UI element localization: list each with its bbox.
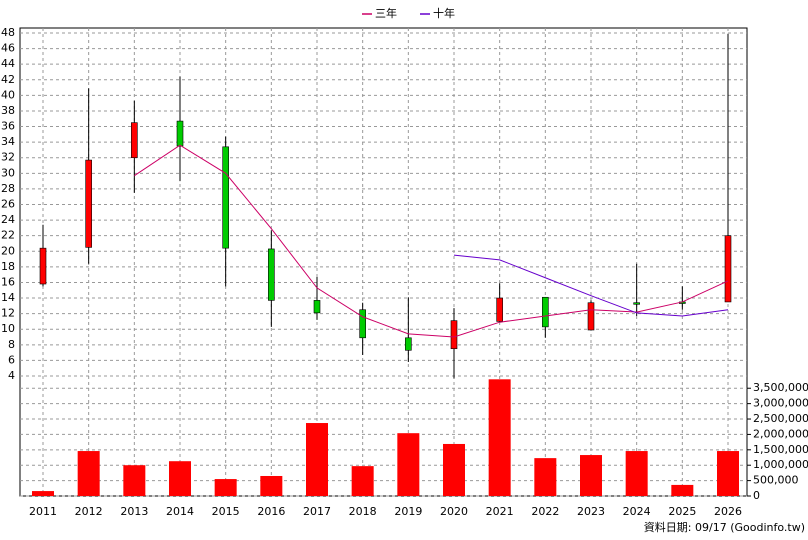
volume-bar <box>32 491 54 496</box>
legend-label: 三年 <box>375 6 397 20</box>
y-tick-label: 6 <box>8 353 15 366</box>
x-tick-label: 2011 <box>29 505 57 518</box>
candle-body <box>450 320 458 350</box>
candle-body <box>359 309 366 339</box>
volume-bar <box>443 443 465 496</box>
candle-body <box>633 302 640 305</box>
y-tick-label: 24 <box>1 213 15 226</box>
plot-frame <box>19 27 748 497</box>
ma-line <box>453 254 729 317</box>
y-tick-label: 46 <box>1 42 15 55</box>
y-tick-label: 42 <box>1 73 15 86</box>
volume-bar <box>625 451 648 496</box>
volume-bar <box>123 465 146 496</box>
candle-body <box>268 248 275 301</box>
footnote: 資料日期: 09/17 (Goodinfo.tw) <box>644 520 805 534</box>
ma-line <box>134 144 729 338</box>
candle-body <box>131 122 138 159</box>
y-tick-label: 34 <box>1 135 15 148</box>
y-tick-label: 4 <box>8 369 15 382</box>
y-tick-label: 18 <box>1 260 15 273</box>
x-tick-label: 2016 <box>257 505 285 518</box>
x-tick-label: 2013 <box>120 505 148 518</box>
y-tick-label: 20 <box>1 244 15 257</box>
volume-bar <box>260 475 283 496</box>
volume-bar <box>717 451 739 496</box>
volume-bar <box>534 458 557 496</box>
y-tick-label: 38 <box>1 104 15 117</box>
y2-tick-label: 1,500,000 <box>753 443 808 456</box>
volume-bar <box>169 461 191 496</box>
candle-body <box>313 300 321 314</box>
x-tick-label: 2014 <box>166 505 194 518</box>
y-tick-label: 26 <box>1 198 15 211</box>
volume-bar <box>580 455 602 496</box>
y-tick-label: 40 <box>1 88 15 101</box>
x-tick-label: 2012 <box>75 505 103 518</box>
volume-bar <box>671 484 694 496</box>
volume-bar <box>214 479 237 496</box>
volume-bar <box>488 379 511 496</box>
x-tick-label: 2017 <box>303 505 331 518</box>
y-tick-label: 14 <box>1 291 15 304</box>
volume-bar <box>397 433 420 496</box>
candle-body <box>542 296 549 328</box>
x-tick-label: 2026 <box>714 505 742 518</box>
y-tick-label: 48 <box>1 26 15 39</box>
candle-body <box>85 159 92 248</box>
x-tick-label: 2019 <box>394 505 422 518</box>
y2-tick-label: 500,000 <box>753 474 799 487</box>
y-tick-label: 36 <box>1 120 15 133</box>
candle-body <box>587 302 595 331</box>
y2-tick-label: 3,000,000 <box>753 397 808 410</box>
volume-bar <box>306 423 328 496</box>
candle-body <box>724 235 732 303</box>
x-tick-label: 2020 <box>440 505 468 518</box>
y-tick-label: 22 <box>1 229 15 242</box>
y-tick-label: 10 <box>1 322 15 335</box>
legend-label: 十年 <box>433 6 455 20</box>
candle-body <box>39 247 47 285</box>
y2-tick-label: 0 <box>753 489 760 502</box>
volume-bar <box>77 451 100 496</box>
y-tick-label: 28 <box>1 182 15 195</box>
candle-body <box>222 146 229 249</box>
x-tick-label: 2015 <box>212 505 240 518</box>
y-tick-label: 16 <box>1 275 15 288</box>
y-tick-label: 8 <box>8 338 15 351</box>
x-tick-label: 2025 <box>668 505 696 518</box>
candle-body <box>176 120 184 147</box>
y2-tick-label: 2,000,000 <box>753 427 808 440</box>
y-tick-label: 30 <box>1 166 15 179</box>
x-tick-label: 2023 <box>577 505 605 518</box>
x-tick-label: 2018 <box>349 505 377 518</box>
y2-tick-label: 1,000,000 <box>753 458 808 471</box>
x-tick-label: 2021 <box>486 505 514 518</box>
x-tick-label: 2024 <box>623 505 651 518</box>
y2-tick-label: 2,500,000 <box>753 412 808 425</box>
y-tick-label: 32 <box>1 151 15 164</box>
candle-body <box>405 337 412 351</box>
y2-tick-label: 3,500,000 <box>753 381 808 394</box>
y-tick-label: 44 <box>1 57 15 70</box>
y-tick-label: 12 <box>1 307 15 320</box>
candle-body <box>496 297 503 322</box>
x-tick-label: 2022 <box>531 505 559 518</box>
volume-bar <box>351 466 374 496</box>
